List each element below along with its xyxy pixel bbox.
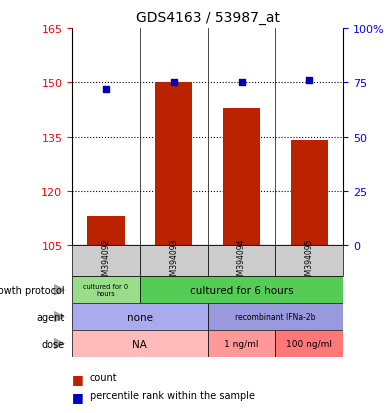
Bar	[291, 141, 328, 246]
Bar	[208, 330, 275, 357]
Bar	[140, 277, 343, 304]
Bar	[87, 217, 125, 246]
Text: GSM394095: GSM394095	[305, 238, 314, 285]
Text: GSM394093: GSM394093	[169, 238, 178, 285]
Point	[238, 80, 245, 86]
Bar	[72, 330, 208, 357]
Text: GDS4163 / 53987_at: GDS4163 / 53987_at	[136, 11, 280, 25]
Polygon shape	[55, 339, 64, 349]
Point	[171, 80, 177, 86]
Text: cultured for 6 hours: cultured for 6 hours	[190, 285, 293, 295]
Text: GSM394094: GSM394094	[237, 238, 246, 285]
Polygon shape	[55, 285, 64, 295]
Point	[306, 78, 312, 84]
Bar	[208, 304, 343, 330]
Text: 100 ng/ml: 100 ng/ml	[286, 339, 332, 348]
Text: dose: dose	[41, 339, 64, 349]
Bar	[208, 246, 275, 277]
Point	[103, 86, 109, 93]
Text: recombinant IFNa-2b: recombinant IFNa-2b	[235, 313, 316, 321]
Bar	[155, 83, 192, 246]
Bar	[275, 330, 343, 357]
Bar	[72, 277, 140, 304]
Bar	[275, 246, 343, 277]
Bar	[140, 246, 208, 277]
Text: growth protocol: growth protocol	[0, 285, 64, 295]
Bar	[223, 108, 260, 246]
Text: agent: agent	[36, 312, 64, 322]
Text: percentile rank within the sample: percentile rank within the sample	[90, 390, 255, 400]
Text: GSM394092: GSM394092	[101, 238, 110, 285]
Text: ■: ■	[72, 372, 84, 385]
Text: ■: ■	[72, 390, 84, 403]
Bar	[72, 304, 208, 330]
Text: none: none	[127, 312, 153, 322]
Bar	[72, 246, 140, 277]
Text: count: count	[90, 372, 117, 382]
Text: NA: NA	[133, 339, 147, 349]
Text: 1 ng/ml: 1 ng/ml	[224, 339, 259, 348]
Text: cultured for 0
hours: cultured for 0 hours	[83, 284, 129, 297]
Polygon shape	[55, 312, 64, 322]
